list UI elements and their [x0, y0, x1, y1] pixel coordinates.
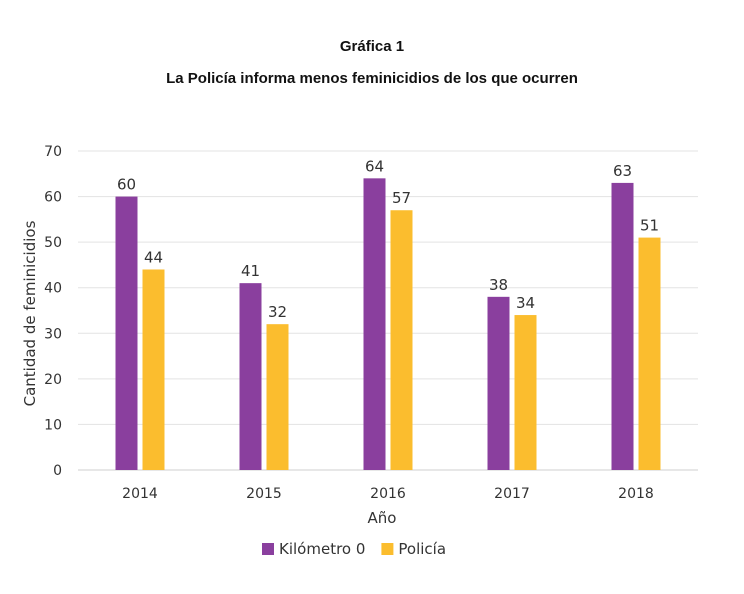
data-label: 60 [117, 176, 136, 194]
x-tick-label: 2017 [494, 486, 530, 502]
legend-label: Kilómetro 0 [279, 540, 365, 558]
legend-swatch [381, 543, 394, 555]
y-tick-label: 30 [44, 326, 62, 342]
data-label: 51 [640, 217, 659, 235]
bar [638, 237, 661, 470]
data-label: 44 [144, 248, 163, 266]
x-tick-label: 2016 [370, 486, 406, 502]
x-tick-label: 2014 [122, 486, 158, 502]
bar [239, 283, 262, 470]
legend-swatch [262, 543, 274, 555]
y-tick-label: 20 [44, 372, 62, 388]
bar [390, 210, 413, 470]
x-tick-label: 2015 [246, 486, 282, 502]
y-tick-label: 70 [44, 144, 62, 160]
y-tick-label: 0 [53, 463, 62, 479]
y-tick-label: 40 [44, 281, 62, 297]
x-axis-title: Año [368, 509, 397, 527]
bar [266, 324, 289, 470]
bar [611, 182, 634, 470]
y-tick-label: 10 [44, 417, 62, 433]
data-label: 63 [613, 162, 632, 180]
y-tick-label: 60 [44, 190, 62, 206]
data-label: 64 [365, 157, 384, 175]
data-label: 57 [392, 189, 411, 207]
bar [142, 269, 165, 470]
bar [514, 315, 537, 470]
chart-subtitle: La Policía informa menos feminicidios de… [166, 70, 578, 87]
data-label: 34 [516, 294, 535, 312]
x-tick-label: 2018 [618, 486, 654, 502]
chart-title-block: Gráfica 1 La Policía informa menos femin… [0, 38, 744, 88]
data-label: 38 [489, 276, 508, 294]
legend-label: Policía [398, 540, 446, 558]
data-label: 41 [241, 262, 260, 280]
chart-title: Gráfica 1 [339, 38, 405, 55]
bar [115, 196, 138, 471]
bar [487, 296, 510, 470]
y-axis-title: Cantidad de feminicidios [21, 220, 39, 406]
bar [363, 178, 386, 471]
y-tick-label: 50 [44, 235, 62, 251]
data-label: 32 [268, 303, 287, 321]
